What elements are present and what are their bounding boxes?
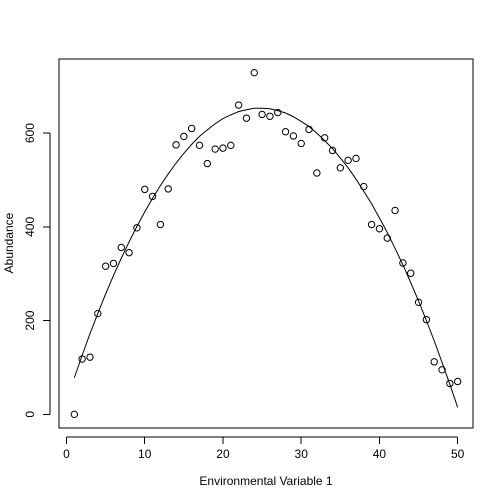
data-point <box>195 141 204 150</box>
data-point <box>305 125 313 134</box>
data-point <box>367 220 376 229</box>
data-point <box>407 269 415 277</box>
data-point <box>446 379 454 388</box>
data-point <box>430 358 438 366</box>
x-axis-label: Environmental Variable 1 <box>199 474 333 488</box>
data-point <box>148 192 157 201</box>
data-point <box>258 110 266 119</box>
data-point <box>383 234 391 242</box>
data-point <box>164 185 172 193</box>
data-point <box>297 139 305 148</box>
y-tick-label: 600 <box>23 123 37 143</box>
y-tick-label: 200 <box>23 310 37 330</box>
data-point <box>180 132 188 141</box>
data-point <box>242 114 251 122</box>
data-points <box>70 68 462 419</box>
data-point <box>234 101 243 109</box>
data-point <box>352 154 360 163</box>
data-point <box>453 377 462 386</box>
data-point <box>289 132 298 140</box>
data-point <box>86 353 94 361</box>
data-point <box>156 220 165 229</box>
data-point <box>109 259 118 268</box>
data-point <box>70 410 79 419</box>
data-point <box>336 164 345 172</box>
data-point <box>133 224 141 232</box>
data-point <box>141 185 149 194</box>
x-tick-label: 50 <box>451 447 465 461</box>
data-point <box>227 141 235 150</box>
data-point <box>344 156 352 165</box>
x-tick-label: 40 <box>373 447 387 461</box>
data-point <box>438 366 446 374</box>
plot-frame <box>58 58 474 429</box>
data-point <box>203 159 212 168</box>
x-axis: 0 10 20 30 40 50 <box>63 436 465 461</box>
data-point <box>117 243 125 252</box>
data-point <box>313 169 321 177</box>
x-tick-label: 0 <box>63 447 70 461</box>
data-point <box>375 225 384 233</box>
data-point <box>266 112 274 120</box>
x-tick-label: 30 <box>295 447 309 461</box>
data-point <box>187 124 196 133</box>
data-point <box>94 309 102 318</box>
data-point <box>422 315 431 324</box>
data-point <box>328 146 337 155</box>
y-axis: 0 200 400 600 <box>23 123 51 418</box>
data-point <box>399 259 407 267</box>
y-tick-label: 400 <box>23 217 37 237</box>
fitted-curve <box>73 107 459 408</box>
data-point <box>78 355 86 363</box>
data-point <box>391 206 399 215</box>
data-point <box>360 182 368 191</box>
data-point <box>101 262 110 270</box>
data-point <box>250 68 258 77</box>
data-point <box>320 134 329 142</box>
x-tick-label: 20 <box>216 447 230 461</box>
y-axis-label: Abundance <box>2 212 16 273</box>
data-point <box>172 141 180 149</box>
data-point <box>211 145 219 153</box>
x-tick-label: 10 <box>138 447 152 461</box>
data-point <box>125 248 133 257</box>
data-point <box>274 108 282 117</box>
data-point <box>414 298 423 307</box>
data-point <box>219 144 227 152</box>
y-tick-label: 0 <box>23 411 37 418</box>
data-point <box>281 128 290 136</box>
